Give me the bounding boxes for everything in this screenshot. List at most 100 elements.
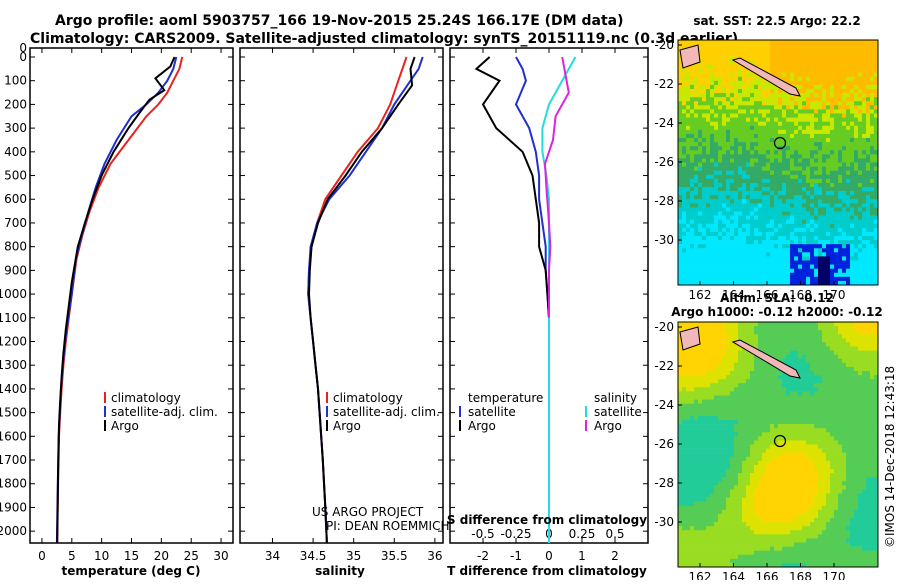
map-cell (858, 44, 862, 48)
map-cell (686, 191, 690, 195)
map-cell (766, 150, 770, 154)
map-cell (742, 277, 746, 281)
map-cell (750, 216, 754, 220)
map-cell (782, 420, 786, 424)
map-cell (750, 109, 754, 113)
map-cell (838, 252, 842, 256)
map-cell (710, 150, 714, 154)
map-cell (754, 269, 758, 273)
map-cell (826, 114, 830, 118)
map-cell (734, 265, 738, 269)
map-cell (746, 114, 750, 118)
map-cell (774, 334, 778, 338)
map-cell (750, 363, 754, 367)
map-cell (814, 158, 818, 162)
map-cell (706, 449, 710, 453)
map-cell (866, 122, 870, 126)
map-cell (718, 436, 722, 440)
diff-legend-t-argo-label: Argo (468, 419, 496, 433)
map-cell (746, 85, 750, 89)
map-cell (802, 436, 806, 440)
map-cell (678, 371, 682, 375)
map-cell (682, 269, 686, 273)
map-cell (706, 424, 710, 428)
map-cell (758, 363, 762, 367)
map-cell (870, 432, 874, 436)
map-cell (858, 224, 862, 228)
map-cell (690, 461, 694, 465)
map-cell (870, 220, 874, 224)
map-cell (810, 97, 814, 101)
map-cell (842, 440, 846, 444)
map-cell (758, 248, 762, 252)
map-cell (710, 379, 714, 383)
map-cell (754, 391, 758, 395)
map-cell (694, 163, 698, 167)
map-cell (690, 416, 694, 420)
map-cell (858, 65, 862, 69)
map-cell (790, 432, 794, 436)
map-cell (810, 73, 814, 77)
map-cell (698, 122, 702, 126)
map-cell (710, 269, 714, 273)
map-cell (694, 236, 698, 240)
map-cell (714, 367, 718, 371)
map-cell (694, 97, 698, 101)
map-cell (858, 273, 862, 277)
map-cell (850, 122, 854, 126)
map-cell (730, 351, 734, 355)
map-cell (862, 416, 866, 420)
map-cell (730, 163, 734, 167)
map-cell (706, 40, 710, 44)
map-cell (770, 195, 774, 199)
map-cell (734, 224, 738, 228)
map-cell (866, 212, 870, 216)
map-cell (854, 228, 858, 232)
map-cell (818, 138, 822, 142)
map-cell (710, 163, 714, 167)
map-cell (738, 248, 742, 252)
map-cell (770, 52, 774, 56)
map-cell (766, 212, 770, 216)
s-x-tick-label: -0.5 (471, 527, 494, 541)
map-cell (750, 252, 754, 256)
map-cell (806, 252, 810, 256)
map-cell (730, 126, 734, 130)
map-cell (734, 228, 738, 232)
map-cell (766, 236, 770, 240)
map-cell (718, 383, 722, 387)
map-cell (766, 240, 770, 244)
map-cell (822, 248, 826, 252)
map-cell (850, 265, 854, 269)
map-cell (702, 73, 706, 77)
map-cell (746, 220, 750, 224)
map-cell (786, 220, 790, 224)
map-cell (734, 404, 738, 408)
map-cell (702, 424, 706, 428)
map-cell (706, 232, 710, 236)
map-cell (846, 126, 850, 130)
map-cell (818, 277, 822, 281)
map-cell (818, 48, 822, 52)
map-cell (762, 240, 766, 244)
map-cell (766, 56, 770, 60)
map-cell (798, 326, 802, 330)
map-cell (782, 65, 786, 69)
temp-climatology-line (57, 57, 182, 543)
map-cell (766, 199, 770, 203)
map-cell (678, 122, 682, 126)
map-cell (766, 322, 770, 326)
map-cell (738, 118, 742, 122)
map-cell (786, 420, 790, 424)
map-cell (682, 240, 686, 244)
map-cell (694, 404, 698, 408)
map-cell (822, 212, 826, 216)
map-cell (846, 73, 850, 77)
map-cell (834, 44, 838, 48)
map-cell (818, 199, 822, 203)
map-cell (682, 420, 686, 424)
map-cell (754, 445, 758, 449)
map-cell (682, 244, 686, 248)
map-cell (726, 338, 730, 342)
map-cell (830, 142, 834, 146)
